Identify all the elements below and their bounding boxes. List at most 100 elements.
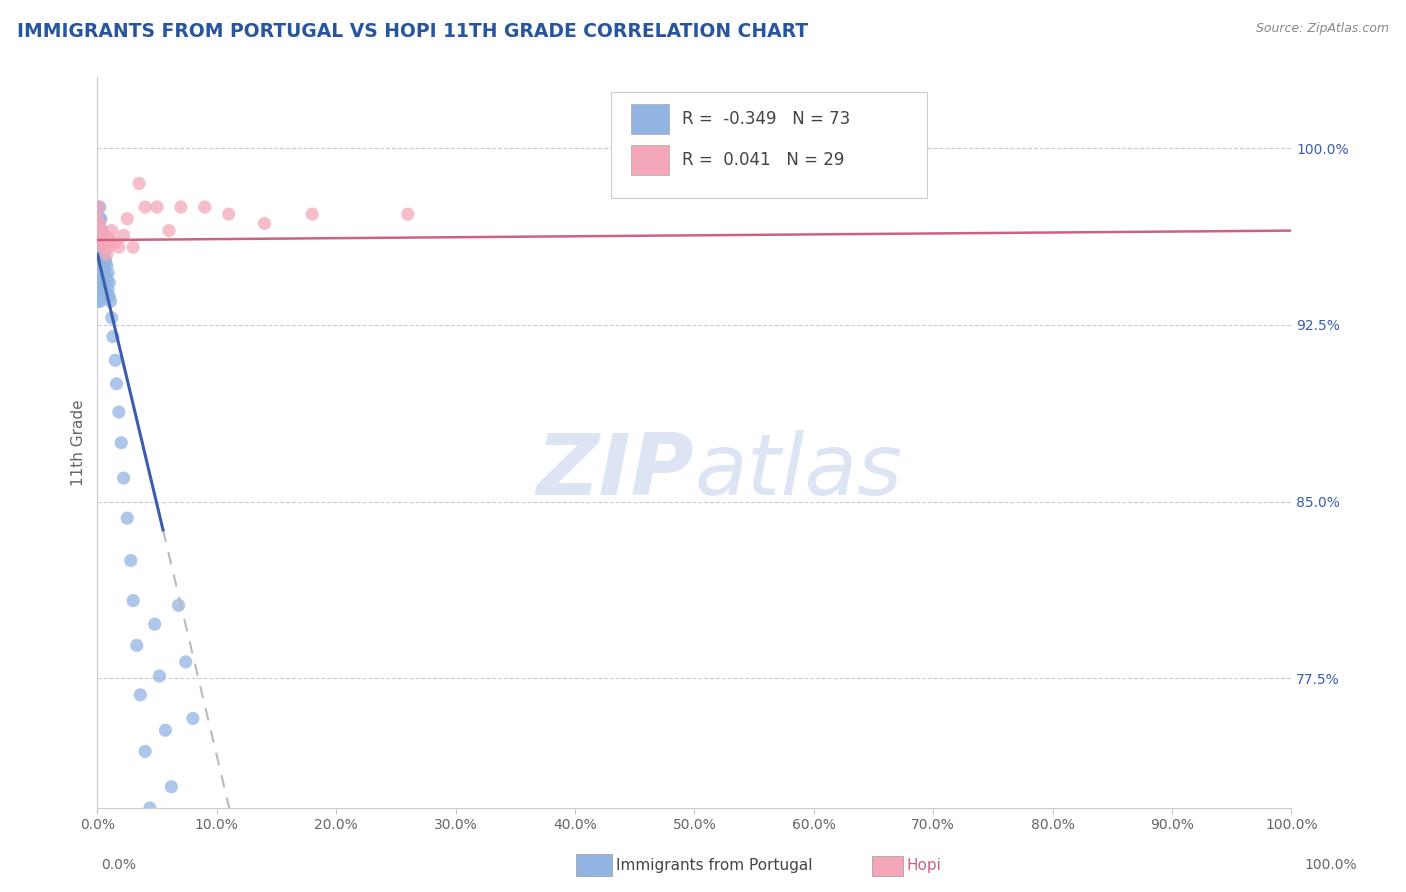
Point <box>90 211 112 226</box>
Point <box>108 240 131 254</box>
Point <box>89 294 111 309</box>
Y-axis label: 11th Grade: 11th Grade <box>72 400 86 486</box>
Point <box>91 235 114 250</box>
Point <box>87 283 110 297</box>
Point <box>87 247 110 261</box>
Point <box>104 353 127 368</box>
Point <box>134 744 156 758</box>
Point <box>301 207 323 221</box>
Point <box>96 273 118 287</box>
Point <box>87 224 110 238</box>
Point <box>94 254 117 268</box>
Point <box>105 376 128 391</box>
Point <box>115 211 138 226</box>
Point <box>115 511 138 525</box>
Point <box>87 294 110 309</box>
Point <box>87 259 110 273</box>
Point <box>90 235 112 250</box>
Point <box>167 599 190 613</box>
Point <box>100 310 122 325</box>
Point <box>94 240 117 254</box>
Point <box>170 200 193 214</box>
Point <box>89 211 111 226</box>
Point <box>122 240 145 254</box>
Point <box>87 200 110 214</box>
Point <box>174 655 197 669</box>
Point <box>104 235 127 250</box>
Point <box>253 217 276 231</box>
Point <box>93 240 115 254</box>
Point <box>101 329 124 343</box>
Text: Hopi: Hopi <box>907 858 942 872</box>
Point <box>86 247 108 261</box>
Point <box>87 270 110 285</box>
Point <box>89 259 111 273</box>
Point <box>94 268 117 283</box>
FancyBboxPatch shape <box>610 92 927 198</box>
Point <box>108 405 131 419</box>
Point <box>90 270 112 285</box>
Point <box>148 669 170 683</box>
FancyBboxPatch shape <box>631 145 669 176</box>
Point <box>112 228 135 243</box>
Point <box>90 224 112 238</box>
Point <box>97 283 120 297</box>
Point <box>93 263 115 277</box>
Point <box>194 200 217 214</box>
Point <box>218 207 240 221</box>
Point <box>89 283 111 297</box>
Point <box>91 259 114 273</box>
Point <box>91 224 114 238</box>
Point <box>129 688 152 702</box>
Point <box>91 240 114 254</box>
Text: Source: ZipAtlas.com: Source: ZipAtlas.com <box>1256 22 1389 36</box>
Point <box>90 235 112 250</box>
Point <box>122 593 145 607</box>
Point <box>86 211 108 226</box>
Point <box>98 240 121 254</box>
Point <box>87 224 110 238</box>
Point <box>89 235 111 250</box>
Point <box>86 224 108 238</box>
Point <box>91 235 114 250</box>
Point <box>146 200 169 214</box>
Text: ZIP: ZIP <box>537 431 695 514</box>
Point <box>96 247 118 261</box>
Point <box>112 471 135 485</box>
Point <box>91 277 114 292</box>
FancyBboxPatch shape <box>631 103 669 135</box>
Point <box>91 247 114 261</box>
Point <box>134 200 156 214</box>
Point <box>181 711 204 725</box>
Point <box>125 639 148 653</box>
Point <box>155 723 177 738</box>
Point <box>89 217 111 231</box>
Point <box>90 224 112 238</box>
Text: 100.0%: 100.0% <box>1305 858 1357 872</box>
Point <box>110 435 132 450</box>
Point <box>100 294 122 309</box>
Point <box>96 259 118 273</box>
Point <box>98 276 121 290</box>
Point <box>396 207 419 221</box>
Point <box>89 200 111 214</box>
Point <box>86 211 108 226</box>
Point <box>90 247 112 261</box>
Point <box>93 276 115 290</box>
Point <box>91 270 114 285</box>
Point <box>87 235 110 250</box>
Text: IMMIGRANTS FROM PORTUGAL VS HOPI 11TH GRADE CORRELATION CHART: IMMIGRANTS FROM PORTUGAL VS HOPI 11TH GR… <box>17 22 808 41</box>
Point <box>89 270 111 285</box>
Point <box>89 224 111 238</box>
Point <box>91 259 114 273</box>
Point <box>93 235 115 250</box>
Text: R =  -0.349   N = 73: R = -0.349 N = 73 <box>682 110 851 128</box>
Point <box>160 780 183 794</box>
Point <box>97 266 120 280</box>
Point <box>120 553 142 567</box>
Point <box>87 200 110 214</box>
Point <box>90 259 112 273</box>
Point <box>128 177 150 191</box>
Text: atlas: atlas <box>695 431 903 514</box>
Point <box>98 290 121 304</box>
